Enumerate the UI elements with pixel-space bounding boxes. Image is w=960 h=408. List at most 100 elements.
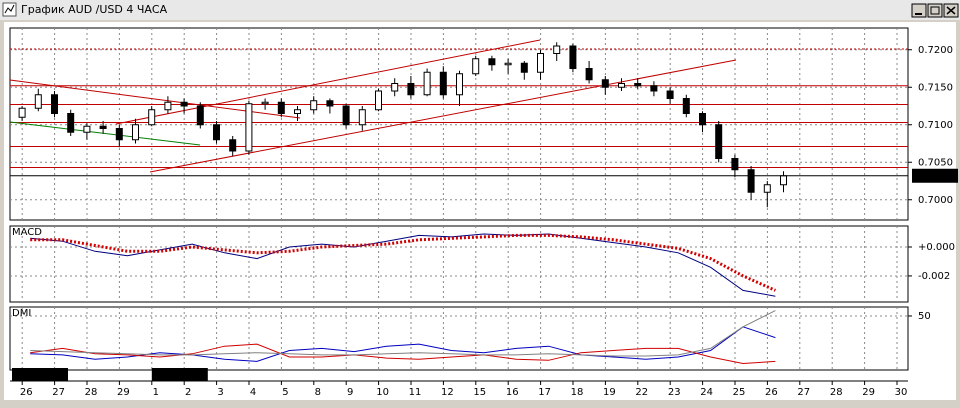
- x-tick-label: 22: [635, 387, 648, 398]
- window-title: График AUD /USD 4 ЧАСА: [21, 3, 168, 16]
- x-tick-label: 3: [217, 387, 223, 398]
- x-tick-label: 24: [700, 387, 713, 398]
- candle-body: [407, 83, 415, 96]
- y-tick-label: -0.002: [918, 271, 950, 282]
- y-tick-label: 0.7100: [918, 120, 953, 131]
- candle-body: [569, 45, 577, 69]
- y-tick-label: 0.7200: [918, 45, 953, 56]
- candle-body: [196, 105, 204, 126]
- y-tick-label: 0.7150: [918, 82, 953, 93]
- x-tick-label: 16: [506, 387, 519, 398]
- panel-frame: [9, 306, 909, 371]
- minimize-button[interactable]: [911, 3, 927, 18]
- candle-body: [666, 90, 674, 99]
- trend-line: [115, 39, 541, 125]
- last-price-label: 0.7032: [916, 171, 951, 182]
- x-tick-label: 26: [20, 387, 33, 398]
- candle-body: [245, 103, 253, 152]
- x-tick-label: 5: [282, 387, 288, 398]
- x-tick-label: 28: [830, 387, 843, 398]
- candle-body: [650, 85, 658, 92]
- month-label: Апр 2019: [156, 370, 204, 381]
- y-tick-label: 50: [918, 311, 931, 322]
- y-tick-label: +0.000: [918, 242, 955, 253]
- panel-frame: [9, 225, 909, 303]
- candle-body: [375, 90, 382, 111]
- candle-body: [99, 125, 107, 129]
- indicator-line: [30, 233, 777, 292]
- panel-title: MACD: [12, 227, 42, 238]
- candle-body: [682, 98, 690, 114]
- candle-body: [148, 109, 156, 126]
- x-tick-label: 28: [85, 387, 98, 398]
- candle-body: [780, 175, 787, 186]
- candle-body: [261, 101, 269, 105]
- x-tick-label: 8: [315, 387, 321, 398]
- candle-body: [456, 73, 463, 96]
- candle-body: [747, 169, 755, 193]
- x-tick-label: 23: [668, 387, 681, 398]
- title-bar: [0, 0, 960, 20]
- month-label-box: [151, 368, 208, 381]
- candle-body: [83, 125, 91, 133]
- candle-body: [439, 71, 447, 96]
- candle-body: [731, 158, 739, 171]
- indicator-line: [30, 310, 776, 357]
- x-tick-label: 18: [571, 387, 584, 398]
- x-tick-label: 27: [52, 387, 65, 398]
- candle-body: [51, 94, 58, 114]
- candle-body: [488, 58, 496, 66]
- candle-body: [277, 101, 285, 114]
- candle-body: [180, 101, 188, 107]
- y-tick-label: 0.7000: [918, 195, 953, 206]
- candle-body: [634, 83, 642, 87]
- indicator-line: [30, 343, 776, 365]
- x-tick-label: 26: [765, 387, 778, 398]
- candle-body: [67, 113, 75, 133]
- maximize-button[interactable]: [927, 3, 943, 18]
- candle-body: [115, 128, 123, 141]
- candle-body: [326, 100, 334, 107]
- x-tick-label: 29: [862, 387, 875, 398]
- window-icon-glyph: [4, 4, 15, 14]
- candle-body: [213, 124, 220, 141]
- candle-body: [358, 109, 366, 126]
- x-tick-label: 30: [895, 387, 908, 398]
- maximize-glyph: [930, 6, 940, 15]
- candle-body: [34, 94, 42, 109]
- trend-line: [149, 59, 737, 173]
- candle-body: [763, 184, 771, 193]
- month-label: Мар 2019: [16, 370, 66, 381]
- candle-body: [585, 68, 593, 81]
- x-tick-label: 10: [376, 387, 389, 398]
- chart-area: [4, 22, 956, 400]
- x-tick-label: 27: [797, 387, 810, 398]
- x-tick-label: 4: [250, 387, 256, 398]
- window-buttons[interactable]: [911, 3, 959, 18]
- candle-body: [391, 83, 399, 92]
- candle-body: [699, 113, 706, 126]
- candle-body: [537, 53, 544, 73]
- x-tick-label: 12: [441, 387, 454, 398]
- trend-line: [9, 121, 201, 146]
- candle-body: [504, 62, 512, 66]
- candle-body: [132, 124, 139, 141]
- x-tick-label: 29: [117, 387, 130, 398]
- x-tick-label: 17: [538, 387, 551, 398]
- candle-body: [472, 58, 480, 75]
- month-label-box: [12, 368, 68, 381]
- last-price-box: [912, 168, 958, 183]
- candle-body: [294, 109, 301, 114]
- candle-body: [618, 83, 625, 88]
- candle-body: [18, 107, 26, 118]
- x-tick-label: 19: [603, 387, 616, 398]
- x-tick-label: 9: [347, 387, 353, 398]
- x-tick-label: 2: [185, 387, 191, 398]
- candle-body: [553, 45, 561, 54]
- candle-body: [715, 124, 723, 159]
- candle-body: [520, 62, 528, 73]
- y-tick-label: 0.7050: [918, 157, 953, 168]
- panel-title: DMI: [12, 308, 31, 319]
- candle-body: [342, 105, 350, 126]
